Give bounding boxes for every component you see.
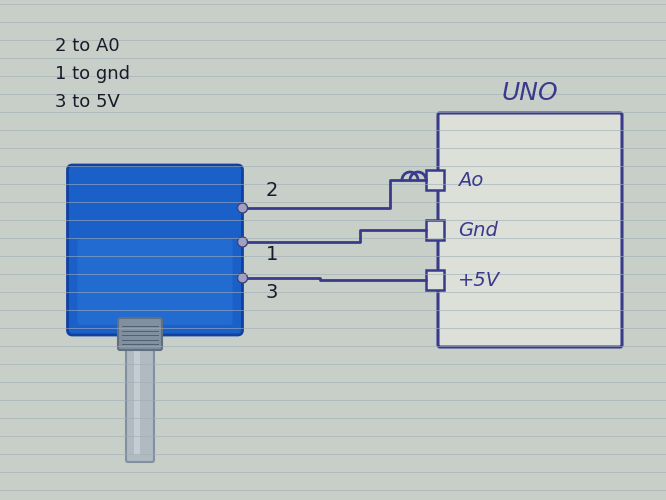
FancyBboxPatch shape	[77, 239, 232, 325]
Text: 3: 3	[266, 282, 278, 302]
Circle shape	[238, 273, 248, 283]
FancyBboxPatch shape	[118, 318, 162, 350]
Text: 2 to A0: 2 to A0	[55, 37, 120, 55]
Circle shape	[238, 203, 248, 213]
Text: Gnd: Gnd	[458, 220, 498, 240]
Bar	[426, 220, 444, 240]
FancyBboxPatch shape	[126, 318, 154, 462]
FancyBboxPatch shape	[438, 113, 622, 347]
Bar	[426, 270, 444, 290]
Text: 2: 2	[266, 180, 278, 200]
Bar	[426, 170, 444, 190]
Text: Ao: Ao	[458, 170, 484, 190]
Text: 3 to 5V: 3 to 5V	[55, 93, 120, 111]
Text: UNO: UNO	[501, 81, 558, 105]
FancyBboxPatch shape	[67, 165, 242, 335]
Bar	[134, 335, 140, 455]
Text: 1: 1	[266, 244, 278, 264]
Text: 1 to gnd: 1 to gnd	[55, 65, 130, 83]
Circle shape	[238, 237, 248, 247]
Text: +5V: +5V	[458, 270, 500, 289]
